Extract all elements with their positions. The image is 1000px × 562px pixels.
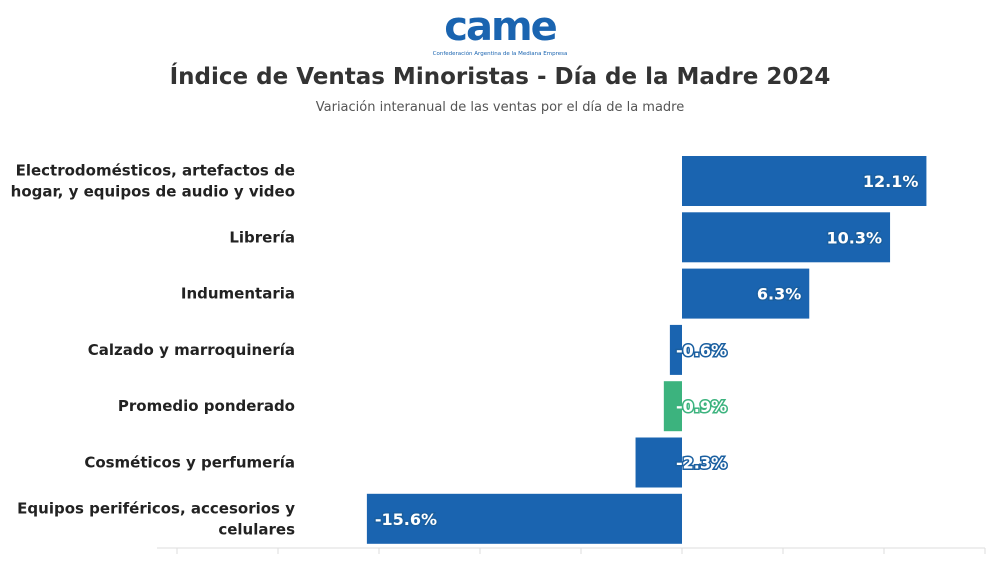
bar	[682, 156, 927, 206]
data-label: 12.1%	[863, 172, 919, 191]
bar	[669, 324, 682, 375]
bar	[663, 381, 682, 432]
svg-text:came: came	[444, 4, 556, 50]
bar	[635, 437, 682, 488]
data-label: -15.6%	[375, 510, 437, 529]
data-label: -0.6%	[676, 341, 727, 360]
category-label: Librería	[229, 228, 295, 246]
chart-title: Índice de Ventas Minoristas - Día de la …	[169, 64, 831, 90]
category-label: Equipos periféricos, accesorios y	[17, 499, 295, 517]
bar	[366, 493, 682, 544]
category-label: Promedio ponderado	[118, 397, 295, 415]
chart-subtitle: Variación interanual de las ventas por e…	[315, 100, 685, 115]
bar	[682, 268, 810, 319]
data-label: -2.3%	[676, 454, 727, 473]
category-label: Calzado y marroquinería	[88, 341, 295, 359]
category-label: hogar, y equipos de audio y video	[11, 183, 295, 201]
category-label: celulares	[218, 520, 295, 538]
svg-text:Confederación Argentina de la: Confederación Argentina de la Mediana Em…	[433, 50, 568, 57]
category-label: Cosméticos y perfumería	[84, 454, 295, 472]
data-label: -0.9%	[676, 397, 727, 416]
bar	[682, 212, 891, 263]
data-label: 6.3%	[757, 285, 801, 304]
category-label: Electrodomésticos, artefactos de	[16, 162, 295, 180]
category-label: Indumentaria	[181, 285, 295, 303]
data-label: 10.3%	[827, 228, 883, 247]
came-logo: came Confederación Argentina de la Media…	[430, 2, 570, 60]
